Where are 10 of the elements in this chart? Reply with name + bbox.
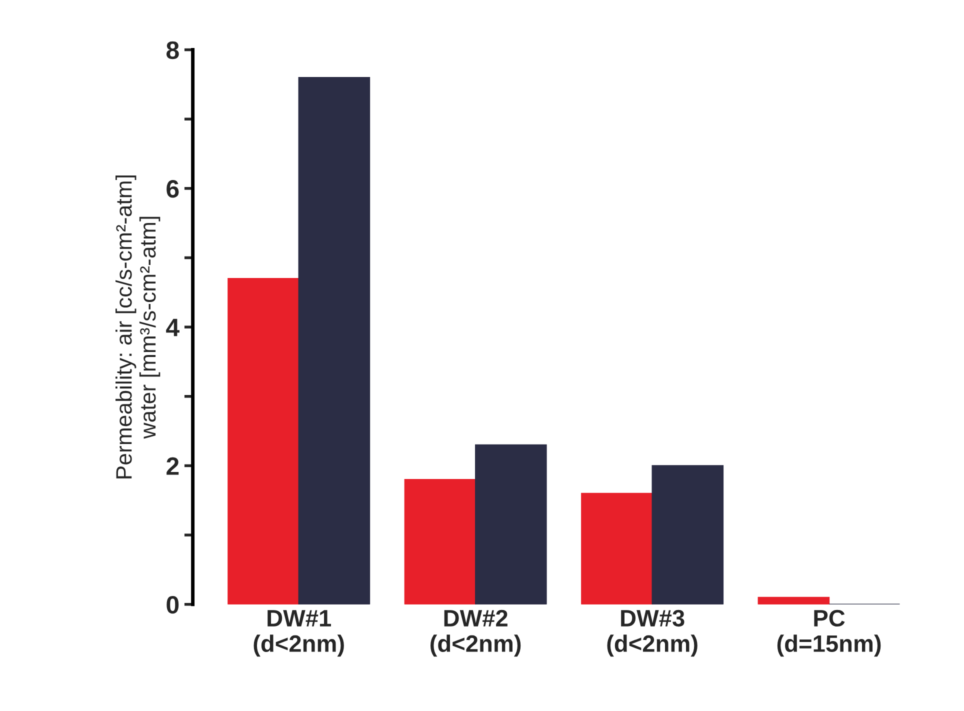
y-tick-label: 0 bbox=[166, 596, 179, 614]
x-tick-label: DW#1 (d<2nm) bbox=[254, 610, 344, 657]
y-tick-label: 4 bbox=[166, 318, 180, 336]
y-axis-title: Permeability: air [cc/s-cm²-atm] water [mm³/s-cm²-atm] bbox=[115, 176, 160, 478]
y-tick-label: 6 bbox=[166, 180, 179, 198]
x-tick-label: DW#3 (d<2nm) bbox=[607, 610, 698, 657]
x-tick-label: PC (d=15nm) bbox=[777, 610, 881, 657]
x-tick-label: DW#2 (d<2nm) bbox=[430, 610, 521, 657]
y-tick-label: 8 bbox=[166, 41, 179, 60]
y-tick-label: 2 bbox=[166, 457, 179, 475]
